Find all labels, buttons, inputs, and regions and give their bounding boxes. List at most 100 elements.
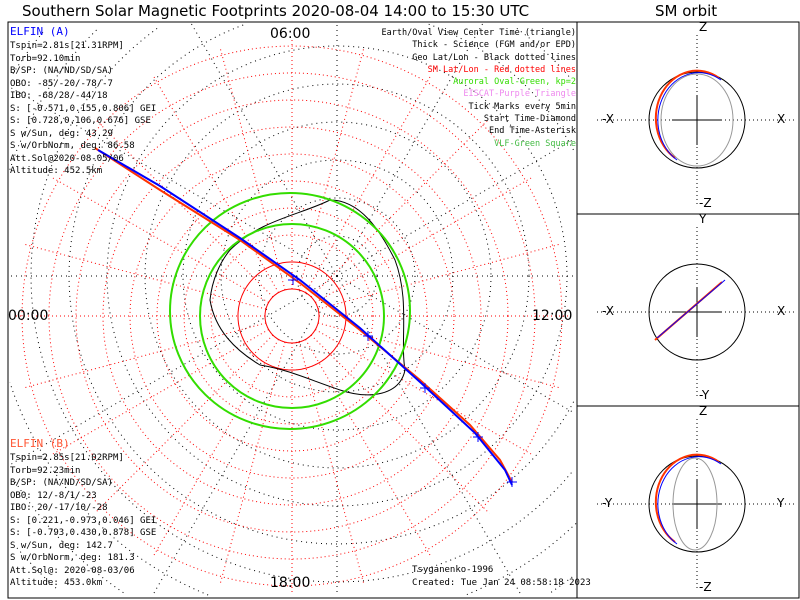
- elfin-a-tick-mark: [473, 432, 483, 442]
- elfin-b-line: B/SP: (NA/ND/SD/SA): [10, 478, 113, 488]
- mlt-label-left: 00:00: [8, 308, 49, 324]
- legend-item: End Time-Asterisk: [489, 126, 576, 137]
- sm-lon-line: [22, 243, 267, 310]
- orbit-axis-label-top: Z: [699, 20, 708, 34]
- sm-lat-line: [264, 288, 320, 344]
- elfin-a-name: ELFIN (A): [10, 25, 70, 38]
- geo-lat-line: [258, 197, 416, 355]
- geo-lon-line: [152, 275, 338, 595]
- geo-lon-line: [336, 275, 573, 413]
- orbit-axis-label-left: -X: [602, 304, 614, 318]
- sm-lat-line: [21, 45, 563, 587]
- sm-lon-line: [315, 176, 534, 303]
- elfin-b-line: S w/OrbNorm, deg: 181.3: [10, 553, 135, 563]
- geo-lat-line: [9, 382, 209, 596]
- mlt-label-bottom: 18:00: [270, 575, 311, 591]
- elfin-a-line: IBO: -68/28/-44/18: [10, 91, 108, 101]
- orbit-axis-label-right: X: [777, 304, 786, 318]
- elfin-b-info: Tspin=2.85s[21.02RPM] Torb=92.23min B/SP: …: [10, 452, 156, 590]
- elfin-a-line: B/SP: (NA/ND/SD/SA): [10, 66, 113, 76]
- orbit-path-gray: [660, 73, 734, 167]
- auroral-oval-inner: [199, 223, 385, 409]
- legend-item: Start Time-Diamond: [483, 114, 576, 125]
- mlt-label-right: 12:00: [532, 308, 573, 324]
- elfin-b-line: Tspin=2.85s[21.02RPM]: [10, 453, 124, 463]
- elfin-a-tick-mark: [363, 331, 373, 341]
- elfin-a-line: S: [0.728,0.106,0.676] GSE: [10, 116, 151, 126]
- sm-lon-line: [152, 74, 279, 293]
- geo-lat-line: [144, 83, 530, 469]
- geo-lon-line: [336, 275, 522, 595]
- orbit-axis-label-right: Y: [777, 496, 785, 510]
- elfin-a-line: Altitude: 452.5km: [10, 166, 103, 176]
- sm-lon-line: [317, 243, 562, 310]
- created-timestamp: Created: Tue Jan 24 08:58:18 2023: [412, 578, 591, 588]
- elfin-b-track: [94, 147, 513, 483]
- legend-item: Thick - Science (FGM and/or EPD): [412, 40, 576, 51]
- elfin-b-line: Att.Sol@: 2020-08-03/06: [10, 565, 135, 576]
- orbit-path-gray: [672, 457, 718, 551]
- orbit-axis-label-bottom: -Z: [699, 196, 712, 210]
- sm-lon-line: [317, 322, 562, 389]
- elfin-a-orbit: [656, 279, 726, 339]
- elfin-b-line: S w/Sun, deg: 142.7: [10, 540, 113, 551]
- elfin-a-tick-mark: [507, 477, 517, 487]
- elfin-b-orbit: [654, 69, 720, 159]
- elfin-b-line: S: [-0.793,0.430,0.878] GSE: [10, 528, 157, 538]
- legend-item: Geo Lat/Lon - Black dotted lines: [412, 52, 576, 63]
- elfin-a-line: S w/Sun, deg: 43.29: [10, 128, 113, 139]
- orbit-axis-label-left: -Y: [602, 496, 613, 510]
- geo-lat-line: [9, 28, 99, 170]
- legend-item: SM Lat/Lon - Red dotted lines: [427, 64, 576, 75]
- sm-lat-line: [156, 180, 428, 452]
- legend-item: Auroral Oval-Green, kp=2: [453, 77, 576, 88]
- model-credit: Tsyganenko-1996: [412, 565, 494, 575]
- sm-lon-line: [310, 334, 490, 514]
- plot-title: Southern Solar Magnetic Footprints 2020-…: [22, 2, 530, 20]
- elfin-b-name: ELFIN (B): [10, 437, 70, 450]
- geo-lat-line: [465, 523, 577, 596]
- orbit-axis-label-bottom: -Z: [699, 580, 712, 594]
- orbit-axis-label-right: X: [777, 112, 786, 126]
- elfin-a-orbit: [657, 456, 722, 545]
- geo-lon-line: [190, 22, 338, 277]
- sm-lon-line: [50, 329, 269, 456]
- orbit-frame: [576, 21, 800, 599]
- legend-item: Earth/Oval View Center Time (triangle): [381, 28, 576, 38]
- elfin-b-line: IBO: 20/-17/10/-28: [10, 503, 108, 513]
- elfin-a-tick-mark: [420, 383, 430, 393]
- auroral-oval-outer: [169, 192, 411, 430]
- elfin-a-orbit: [657, 72, 722, 161]
- sm-lon-line: [298, 46, 365, 291]
- sm-lat-line: [129, 153, 455, 479]
- elfin-a-line: OBO: -85/-20/-78/-7: [10, 78, 113, 89]
- elfin-a-line: Torb=92.10min: [10, 53, 81, 64]
- elfin-b-line: Torb=92.23min: [10, 465, 81, 476]
- legend: Earth/Oval View Center Time (triangle) Th…: [382, 27, 576, 150]
- geo-lat-line: [68, 23, 575, 545]
- elfin-a-tick-mark: [288, 275, 298, 285]
- sm-lat-line: [237, 261, 347, 371]
- sm-lon-line: [50, 176, 269, 303]
- sm-lat-line: [48, 72, 536, 560]
- elfin-a-info: Tspin=2.81s[21.31RPM] Torb=92.10min B/SP: …: [10, 40, 156, 178]
- sm-lon-line: [219, 341, 286, 586]
- legend-item: EISCAT-Purple Triangle: [463, 89, 576, 100]
- legend-item: Tick Marks every 5min: [468, 101, 576, 112]
- legend-item: VLF-Green Square: [494, 138, 576, 149]
- geo-lon-line: [336, 139, 573, 277]
- elfin-a-track: [97, 149, 513, 486]
- sm-lat-line: [210, 234, 374, 398]
- orbit-axis-label-bottom: -Y: [699, 388, 710, 402]
- mlt-label-top: 06:00: [270, 26, 311, 42]
- elfin-b-line: Altitude: 453.0km: [10, 578, 103, 588]
- elfin-a-line: S: [-0.571,0.155,0.806] GEI: [10, 103, 157, 114]
- elfin-b-line: OBO: 12/-8/1/-23: [10, 490, 97, 501]
- orbit-axis-label-top: Y: [699, 212, 707, 226]
- elfin-a-line: S w/OrbNorm, deg: 86.58: [10, 141, 135, 151]
- elfin-a-line: Tspin=2.81s[21.31RPM]: [10, 41, 124, 51]
- orbit-axis-label-top: Z: [699, 404, 708, 418]
- sm-orbit-title: SM orbit: [655, 2, 718, 20]
